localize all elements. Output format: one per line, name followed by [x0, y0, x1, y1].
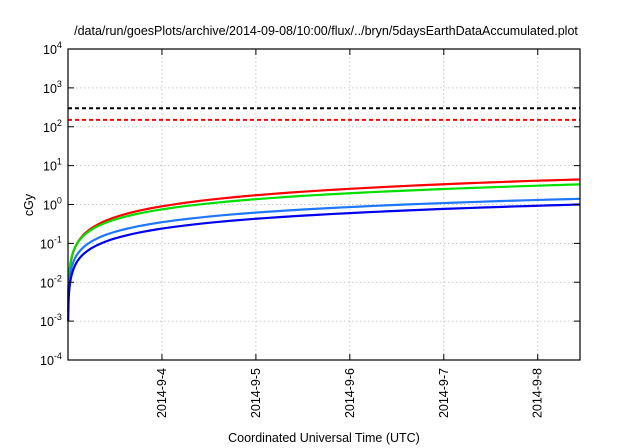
- grid: [68, 49, 580, 360]
- y-tick-label: 100: [43, 196, 62, 213]
- y-axis-label: cGy: [22, 193, 36, 216]
- y-tick-label: 102: [43, 118, 62, 135]
- y-tick-label: 10-2: [40, 273, 62, 290]
- y-axis: 10-4 10-3 10-2 10-1 100 101 102 103 104: [40, 40, 580, 368]
- x-tick-label: 2014-9-6: [343, 368, 357, 418]
- series-line-red: [67, 178, 581, 303]
- x-tick-label: 2014-9-8: [531, 368, 545, 418]
- series-lines: [67, 178, 581, 322]
- y-tick-label: 101: [43, 157, 62, 174]
- series-line-blue: [67, 203, 581, 322]
- x-axis: 2014-9-4 2014-9-5 2014-9-6 2014-9-7 2014-9-8: [155, 49, 545, 418]
- x-axis-label: Coordinated Universal Time (UTC): [228, 431, 420, 445]
- series-line-light-blue: [67, 197, 581, 312]
- threshold-lines: [68, 107, 580, 121]
- y-tick-label: 10-4: [40, 351, 62, 368]
- chart-title: /data/run/goesPlots/archive/2014-09-08/1…: [74, 24, 578, 38]
- y-tick-label: 10-1: [40, 234, 62, 251]
- y-tick-label: 104: [43, 40, 62, 57]
- y-tick-label: 103: [43, 79, 62, 96]
- x-tick-label: 2014-9-7: [437, 368, 451, 418]
- x-tick-label: 2014-9-4: [155, 368, 169, 418]
- series-line-green: [67, 183, 581, 301]
- y-tick-label: 10-3: [40, 312, 62, 329]
- x-tick-label: 2014-9-5: [249, 368, 263, 418]
